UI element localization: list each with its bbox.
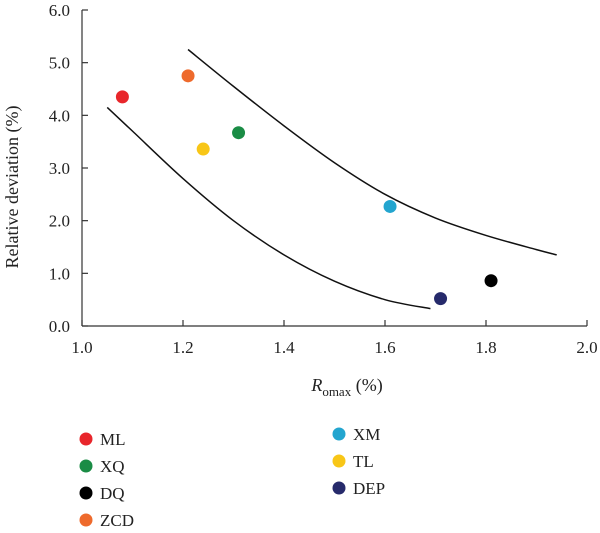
y-tick-label: 5.0 [49, 54, 70, 73]
legend-marker-xm [332, 427, 346, 441]
legend: ML XQ DQ ZCD XM TL DEP [79, 425, 385, 530]
x-tick-label: 1.2 [172, 338, 193, 357]
x-tick-label: 1.8 [475, 338, 496, 357]
bound-curves [106, 48, 557, 310]
point-dq [484, 274, 498, 288]
legend-label-xq: XQ [100, 457, 125, 476]
x-tick-label: 2.0 [576, 338, 597, 357]
y-tick-label: 6.0 [49, 1, 70, 20]
legend-marker-xq [79, 459, 93, 473]
legend-marker-dep [332, 481, 346, 495]
y-tick-label: 0.0 [49, 317, 70, 336]
legend-marker-tl [332, 454, 346, 468]
y-tick-label: 1.0 [49, 264, 70, 283]
y-tick-label: 3.0 [49, 159, 70, 178]
legend-marker-dq [79, 486, 93, 500]
legend-label-zcd: ZCD [100, 511, 134, 530]
legend-label-dep: DEP [353, 479, 385, 498]
x-axis-title: Romax (%) [310, 375, 382, 399]
legend-label-xm: XM [353, 425, 380, 444]
x-axis-title-symbol: R [310, 375, 322, 395]
data-points [115, 69, 498, 306]
legend-label-dq: DQ [100, 484, 125, 503]
x-ticks: 1.0 1.2 1.4 1.6 1.8 2.0 [71, 320, 598, 357]
upper-bound-curve [187, 48, 557, 256]
x-tick-label: 1.4 [273, 338, 295, 357]
legend-label-ml: ML [100, 430, 126, 449]
y-tick-label: 2.0 [49, 212, 70, 231]
x-tick-label: 1.0 [71, 338, 92, 357]
y-ticks: 0.0 1.0 2.0 3.0 4.0 5.0 6.0 [49, 1, 88, 336]
axes [81, 10, 587, 327]
x-tick-label: 1.6 [374, 338, 395, 357]
point-ml [115, 90, 129, 104]
legend-label-tl: TL [353, 452, 374, 471]
point-zcd [181, 69, 195, 83]
point-tl [196, 142, 210, 156]
y-axis-title: Relative deviation (%) [2, 106, 23, 269]
point-xq [232, 126, 246, 140]
y-tick-label: 4.0 [49, 106, 70, 125]
legend-marker-ml [79, 432, 93, 446]
lower-bound-curve [106, 106, 431, 310]
point-xm [383, 199, 397, 213]
legend-marker-zcd [79, 513, 93, 527]
point-dep [434, 292, 448, 306]
x-axis-title-subscript: omax [322, 384, 351, 399]
x-axis-title-unit: (%) [351, 375, 382, 396]
